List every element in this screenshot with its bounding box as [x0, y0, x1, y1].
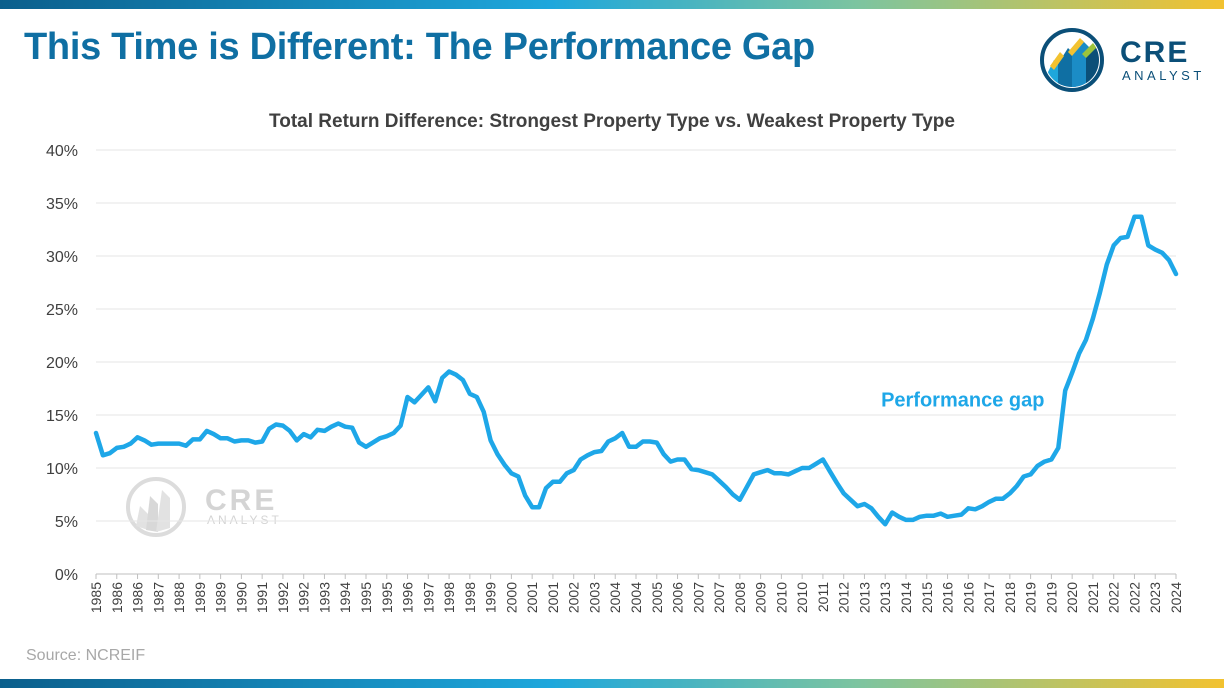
y-tick-label: 25%: [46, 302, 78, 319]
x-tick-label: 1996: [400, 582, 416, 613]
series-line-performance-gap: [93, 214, 1179, 527]
x-tick-label: 1995: [379, 582, 395, 613]
x-tick-label: 2023: [1147, 582, 1163, 613]
page-title: This Time is Different: The Performance …: [24, 26, 815, 68]
chart-title: Total Return Difference: Strongest Prope…: [269, 111, 955, 132]
x-tick-label: 2008: [732, 582, 748, 613]
y-tick-label: 5%: [55, 514, 78, 531]
source-note: Source: NCREIF: [26, 647, 146, 664]
watermark-analyst-text: ANALYST: [207, 513, 282, 527]
x-tick-label: 2022: [1106, 582, 1122, 613]
x-tick-label: 1989: [192, 582, 208, 613]
x-tick-label: 2016: [960, 582, 976, 613]
y-tick-label: 0%: [55, 567, 78, 584]
top-accent-bar: [0, 0, 1224, 9]
x-tick-label: 2021: [1085, 582, 1101, 613]
x-tick-label: 1988: [171, 582, 187, 613]
x-tick-label: 1997: [420, 582, 436, 613]
y-tick-label: 20%: [46, 355, 78, 372]
x-tick-label: 2017: [981, 582, 997, 613]
bottom-accent-bar: [0, 679, 1224, 688]
watermark-cre-text: CRE: [205, 484, 277, 517]
watermark-logo-icon: [126, 477, 186, 537]
logo-cre-text: CRE: [1120, 36, 1190, 69]
x-tick-label: 1998: [441, 582, 457, 613]
x-tick-label: 2013: [877, 582, 893, 613]
x-tick-label: 1992: [275, 582, 291, 613]
x-tick-label: 2013: [856, 582, 872, 613]
x-tick-label: 2012: [836, 582, 852, 613]
x-tick-label: 2001: [524, 582, 540, 613]
y-tick-label: 30%: [46, 249, 78, 266]
x-tick-label: 1999: [483, 582, 499, 613]
x-tick-label: 2004: [607, 582, 623, 613]
x-tick-label: 2022: [1126, 582, 1142, 613]
cre-analyst-logo: CRE ANALYST: [1038, 26, 1208, 96]
x-tick-label: 2001: [545, 582, 561, 613]
x-tick-label: 1987: [150, 582, 166, 613]
y-tick-label: 35%: [46, 196, 78, 213]
x-tick-label: 2014: [898, 582, 914, 613]
x-tick-label: 2002: [566, 582, 582, 613]
x-tick-label: 2024: [1168, 582, 1184, 613]
x-tick-label: 2010: [794, 582, 810, 613]
x-tick-label: 1992: [296, 582, 312, 613]
x-tick-label: 1991: [254, 582, 270, 613]
logo-analyst-text: ANALYST: [1122, 68, 1205, 83]
x-tick-label: 2009: [753, 582, 769, 613]
x-tick-label: 1989: [213, 582, 229, 613]
cre-logo-icon: [1040, 28, 1104, 92]
x-tick-label: 2003: [586, 582, 602, 613]
y-tick-label: 15%: [46, 408, 78, 425]
x-tick-label: 2019: [1023, 582, 1039, 613]
x-tick-label: 2005: [649, 582, 665, 613]
x-tick-label: 1995: [358, 582, 374, 613]
x-tick-label: 2004: [628, 582, 644, 613]
x-tick-label: 1986: [130, 582, 146, 613]
x-tick-label: 2011: [815, 582, 831, 612]
x-tick-label: 1990: [233, 582, 249, 613]
x-tick-label: 1993: [316, 582, 332, 613]
x-tick-label: 1998: [462, 582, 478, 613]
y-tick-label: 10%: [46, 461, 78, 478]
x-tick-label: 2015: [919, 582, 935, 613]
annotation-performance-gap: Performance gap: [881, 390, 1044, 412]
x-tick-label: 2010: [773, 582, 789, 613]
x-tick-label: 2007: [690, 582, 706, 613]
x-tick-label: 1994: [337, 582, 353, 613]
x-tick-label: 1985: [88, 582, 104, 613]
y-tick-label: 40%: [46, 143, 78, 160]
x-tick-label: 2000: [503, 582, 519, 613]
x-tick-label: 2016: [940, 582, 956, 613]
x-tick-label: 2020: [1064, 582, 1080, 613]
cre-watermark: CRE ANALYST: [126, 477, 282, 537]
x-tick-label: 2007: [711, 582, 727, 613]
x-tick-label: 1986: [109, 582, 125, 613]
x-tick-label: 2006: [670, 582, 686, 613]
x-tick-label: 2018: [1002, 582, 1018, 613]
x-tick-label: 2019: [1043, 582, 1059, 613]
